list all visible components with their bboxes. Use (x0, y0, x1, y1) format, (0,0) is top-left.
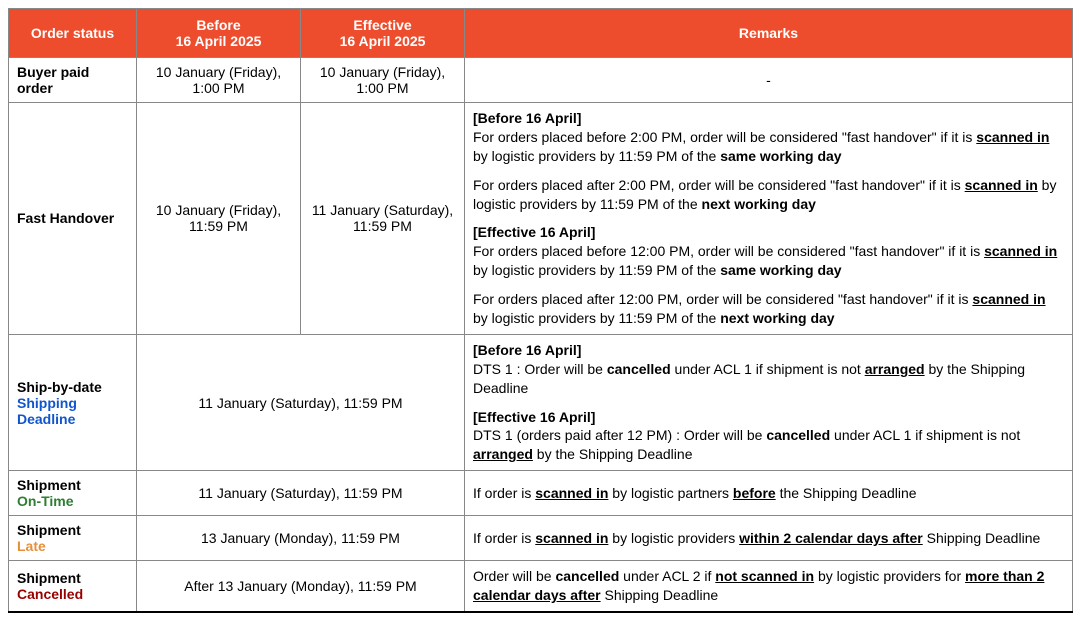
cell-before: 10 January (Friday), 11:59 PM (137, 103, 301, 335)
header-order-status: Order status (9, 9, 137, 58)
cell-effective: 10 January (Friday), 1:00 PM (301, 58, 465, 103)
cell-status: Buyer paid order (9, 58, 137, 103)
cell-remarks: Order will be cancelled under ACL 2 if n… (465, 561, 1073, 612)
header-effective: Effective 16 April 2025 (301, 9, 465, 58)
row-buyer-paid: Buyer paid order 10 January (Friday), 1:… (9, 58, 1073, 103)
header-before: Before 16 April 2025 (137, 9, 301, 58)
cell-remarks: If order is scanned in by logistic provi… (465, 516, 1073, 561)
row-shipment-cancelled: Shipment Cancelled After 13 January (Mon… (9, 561, 1073, 612)
cell-merged-dates: 13 January (Monday), 11:59 PM (137, 516, 465, 561)
cell-status: Shipment Late (9, 516, 137, 561)
status-sub-on-time: On-Time (17, 493, 128, 509)
cell-status: Shipment Cancelled (9, 561, 137, 612)
status-sub-cancelled: Cancelled (17, 586, 128, 602)
cell-remarks: [Before 16 April] DTS 1 : Order will be … (465, 334, 1073, 470)
cell-status: Fast Handover (9, 103, 137, 335)
cell-merged-dates: 11 January (Saturday), 11:59 PM (137, 471, 465, 516)
order-status-table: Order status Before 16 April 2025 Effect… (8, 8, 1073, 613)
cell-before: 10 January (Friday), 1:00 PM (137, 58, 301, 103)
table-header-row: Order status Before 16 April 2025 Effect… (9, 9, 1073, 58)
row-shipment-on-time: Shipment On-Time 11 January (Saturday), … (9, 471, 1073, 516)
cell-merged-dates: 11 January (Saturday), 11:59 PM (137, 334, 465, 470)
cell-remarks: - (465, 58, 1073, 103)
cell-effective: 11 January (Saturday), 11:59 PM (301, 103, 465, 335)
row-shipment-late: Shipment Late 13 January (Monday), 11:59… (9, 516, 1073, 561)
row-fast-handover: Fast Handover 10 January (Friday), 11:59… (9, 103, 1073, 335)
cell-status: Ship-by-date Shipping Deadline (9, 334, 137, 470)
cell-merged-dates: After 13 January (Monday), 11:59 PM (137, 561, 465, 612)
status-sub-shipping-deadline: Shipping Deadline (17, 395, 128, 427)
cell-remarks: [Before 16 April] For orders placed befo… (465, 103, 1073, 335)
cell-status: Shipment On-Time (9, 471, 137, 516)
status-sub-late: Late (17, 538, 128, 554)
header-remarks: Remarks (465, 9, 1073, 58)
row-ship-by-date: Ship-by-date Shipping Deadline 11 Januar… (9, 334, 1073, 470)
cell-remarks: If order is scanned in by logistic partn… (465, 471, 1073, 516)
